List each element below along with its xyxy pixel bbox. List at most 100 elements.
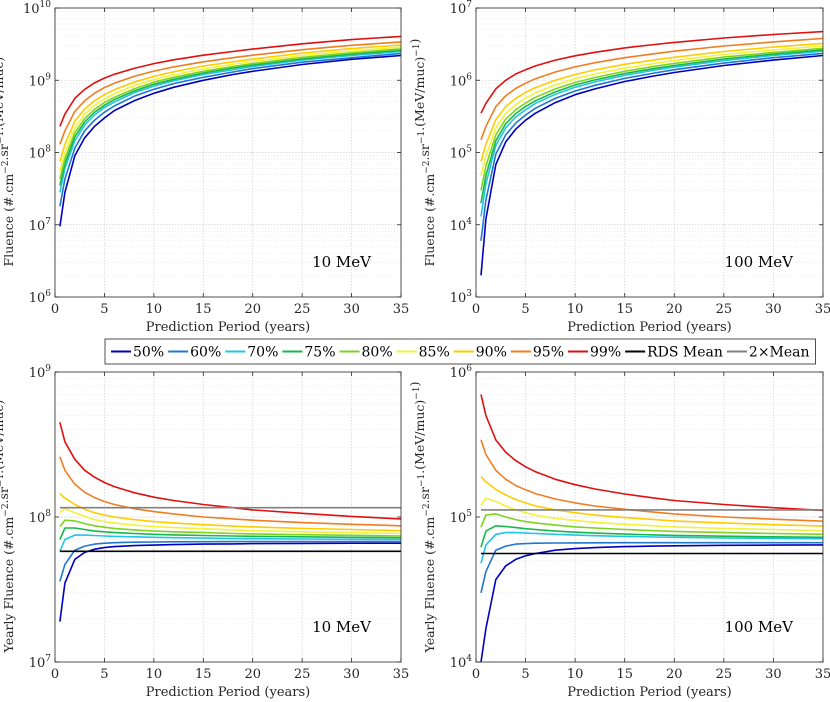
series-group [59,422,402,622]
svg-text:Yearly Fluence (#.cm−2.sr−1.(M: Yearly Fluence (#.cm−2.sr−1.(MeV/muc)−1) [0,382,16,654]
series-line-85 [480,45,824,176]
minor-grid [476,378,823,619]
x-tick-label: 15 [616,302,633,317]
series-line-90 [480,476,824,527]
series-line-60 [59,540,401,582]
x-tick-label: 30 [765,667,782,682]
legend-item: 50% [111,345,164,361]
x-tick-label: 25 [716,302,733,317]
x-tick-label: 15 [195,667,212,682]
legend-label: 99% [590,345,621,361]
panel-title: 10 MeV [312,618,372,636]
series-line-95 [480,37,824,141]
series-line-75 [480,49,824,204]
panel-title: 100 MeV [725,618,795,636]
series-line-50 [480,54,824,276]
legend-item: 2×Mean [726,345,810,361]
y-axis-label: Fluence (#.cm−2.sr−1.(MeV/muc)−1) [407,39,437,267]
series-line-80 [59,48,402,180]
y-tick-label: 104 [450,217,473,234]
x-tick-label: 0 [51,302,59,317]
svg-text:Fluence (#.cm−2.sr−1.(MeV/muc): Fluence (#.cm−2.sr−1.(MeV/muc)−1) [407,39,437,267]
series-line-85 [59,507,402,535]
legend-label: 70% [247,345,278,361]
y-tick-label: 104 [450,654,473,671]
series-line-85 [480,497,824,532]
x-tick-label: 35 [393,302,410,317]
series-line-70 [480,531,824,564]
series-line-50 [59,542,401,622]
series-line-50 [59,54,402,227]
series-group [59,35,402,227]
series-line-90 [480,42,824,162]
series-line-75 [59,527,402,540]
chart-top-right: 0 5 10 15 20 25 30 35 103 104 105 106 107 Prediction … [407,0,830,335]
x-tick-label: 10 [567,302,584,317]
x-tick-label: 35 [815,667,830,682]
x-tick-label: 30 [343,667,360,682]
series-line-80 [59,519,402,537]
x-tick-label: 15 [195,302,212,317]
x-tick-label: 20 [666,302,683,317]
x-axis-label: Prediction Period (years) [146,685,310,700]
minor-grid [55,378,401,619]
minor-grid [55,11,401,276]
x-tick-label: 35 [393,667,410,682]
series-line-90 [59,44,402,162]
x-tick-label: 30 [343,302,360,317]
y-axis-label: Yearly Fluence (#.cm−2.sr−1.(MeV/muc)−1) [0,382,16,654]
series-line-60 [480,541,823,593]
panel-title: 100 MeV [725,253,795,271]
x-tick-label: 20 [666,667,683,682]
series-line-80 [480,47,824,191]
y-tick-label: 103 [450,289,473,306]
minor-grid [476,11,823,276]
series-group [480,394,824,663]
legend-item: 70% [225,345,278,361]
series-line-99 [59,422,402,520]
y-tick-label: 108 [29,509,52,526]
y-tick-label: 106 [450,364,473,381]
legend-label: 95% [533,345,564,361]
x-tick-label: 25 [294,667,311,682]
legend: 50% 60% 70% 75% 80% 85% 90% 95% 99% RDS Mean 2×Mea… [104,338,816,365]
panel-title: 10 MeV [312,253,372,271]
y-tick-label: 108 [29,145,52,162]
chart-bottom-left: 0 5 10 15 20 25 30 35 107 108 109 Prediction Period… [0,364,409,700]
x-tick-label: 20 [244,302,261,317]
legend-item: 90% [453,345,507,361]
legend-item: 95% [510,345,564,361]
legend-item: RDS Mean [625,345,723,361]
series-line-60 [59,52,402,207]
series-line-95 [59,41,402,145]
series-line-70 [59,50,402,193]
x-tick-label: 0 [472,302,480,317]
y-tick-label: 106 [450,72,473,89]
y-tick-label: 107 [29,217,52,234]
series-line-70 [480,50,824,217]
svg-text:Yearly Fluence (#.cm−2.sr−1.(M: Yearly Fluence (#.cm−2.sr−1.(MeV/muc)−1) [407,382,437,654]
y-tick-label: 1010 [23,0,51,17]
x-tick-label: 20 [244,667,261,682]
y-tick-label: 107 [29,654,52,671]
series-line-75 [480,524,824,548]
y-tick-label: 109 [29,72,52,89]
series-line-70 [59,534,402,552]
y-tick-label: 105 [450,145,473,162]
series-line-99 [59,35,402,127]
series-line-99 [480,394,824,512]
legend-label: 75% [304,345,335,361]
x-axis-label: Prediction Period (years) [567,685,731,700]
series-line-60 [480,52,824,241]
x-axis-label: Prediction Period (years) [146,320,310,335]
legend-label: 90% [476,345,507,361]
y-axis-label: Fluence (#.cm−2.sr−1.(MeV/muc)−1) [0,39,16,267]
legend-label: 85% [419,345,450,361]
x-tick-label: 5 [100,302,108,317]
x-tick-label: 15 [616,667,633,682]
chart-top-left: 0 5 10 15 20 25 30 35 106 107 108 109 1010 Prediction… [0,0,409,335]
y-tick-label: 107 [450,0,473,17]
x-tick-label: 10 [567,667,584,682]
x-tick-label: 5 [100,667,108,682]
